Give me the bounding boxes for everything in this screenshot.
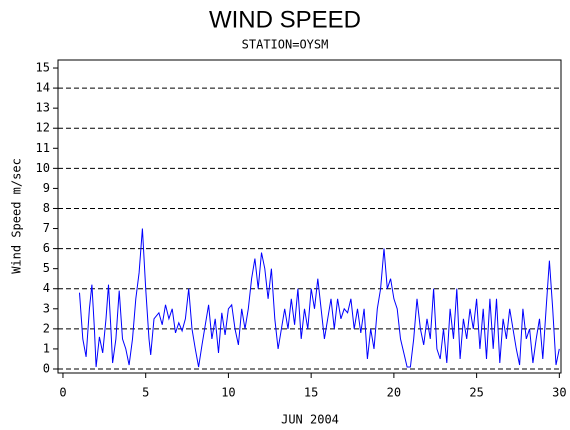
y-tick-label: 3 <box>43 301 50 315</box>
x-axis-label: JUN 2004 <box>281 413 339 427</box>
y-tick-label: 13 <box>36 101 50 115</box>
y-tick-label: 9 <box>43 181 50 195</box>
y-axis-label: Wind Speed m/sec <box>10 158 24 274</box>
y-tick-label: 4 <box>43 281 50 295</box>
y-tick-label: 5 <box>43 261 50 275</box>
x-tick-label: 0 <box>59 386 66 400</box>
x-tick-label: 25 <box>469 386 483 400</box>
chart-subtitle: STATION=OYSM <box>242 38 329 52</box>
x-tick-label: 30 <box>552 386 566 400</box>
y-tick-label: 0 <box>43 361 50 375</box>
y-tick-label: 10 <box>36 161 50 175</box>
y-tick-label: 6 <box>43 241 50 255</box>
y-tick-label: 11 <box>36 141 50 155</box>
y-tick-label: 2 <box>43 321 50 335</box>
y-tick-label: 12 <box>36 121 50 135</box>
y-tick-label: 15 <box>36 61 50 75</box>
y-tick-label: 7 <box>43 221 50 235</box>
x-tick-label: 10 <box>221 386 235 400</box>
x-tick-label: 20 <box>387 386 401 400</box>
plot-frame <box>57 59 562 374</box>
x-tick-label: 5 <box>142 386 149 400</box>
y-tick-label: 1 <box>43 341 50 355</box>
y-tick-label: 14 <box>36 81 50 95</box>
data-line <box>79 228 560 368</box>
x-tick-label: 15 <box>304 386 318 400</box>
y-tick-label: 8 <box>43 201 50 215</box>
chart-title: WIND SPEED <box>209 6 361 33</box>
